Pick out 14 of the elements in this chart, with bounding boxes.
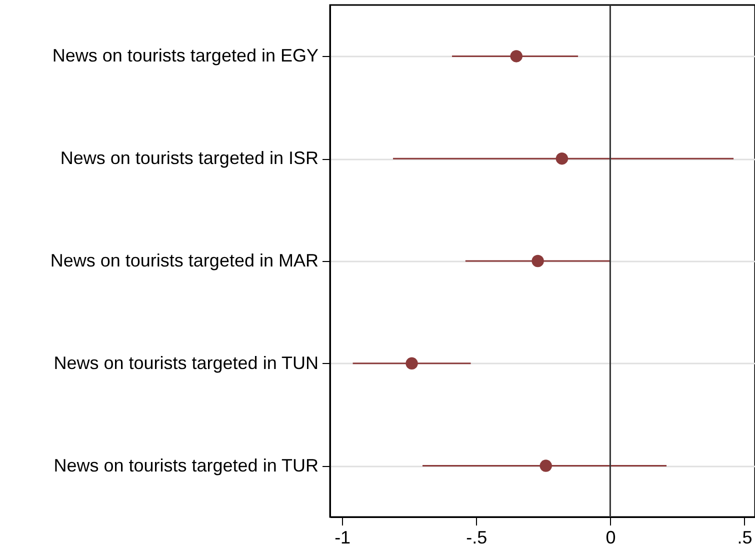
point (540, 460, 552, 472)
point (556, 152, 568, 165)
x-tick-label: 0 (606, 528, 616, 548)
x-tick-label: -.5 (466, 528, 488, 548)
y-tick-label: News on tourists targeted in TUN (54, 352, 318, 373)
x-tick-label: -1 (334, 528, 351, 548)
point (406, 357, 418, 370)
x-tick-label: .5 (737, 528, 752, 548)
y-tick-label: News on tourists targeted in MAR (50, 250, 318, 270)
y-tick-label: News on tourists targeted in TUR (54, 455, 318, 476)
y-tick-label: News on tourists targeted in ISR (60, 148, 318, 168)
point (510, 50, 522, 62)
point (532, 254, 544, 268)
y-tick-label: News on tourists targeted in EGY (52, 46, 318, 66)
